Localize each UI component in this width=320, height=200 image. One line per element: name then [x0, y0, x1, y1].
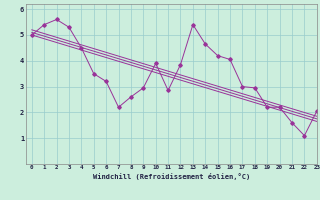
X-axis label: Windchill (Refroidissement éolien,°C): Windchill (Refroidissement éolien,°C) [92, 173, 250, 180]
